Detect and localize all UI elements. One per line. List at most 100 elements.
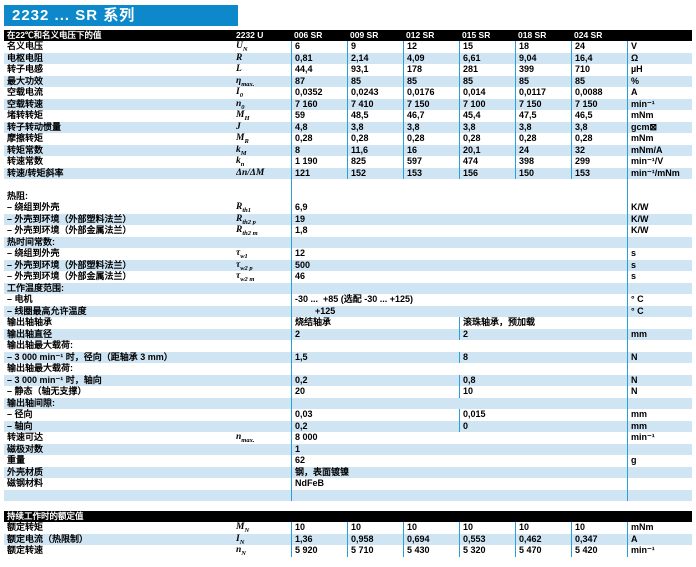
row-symbol: [236, 340, 291, 352]
column-header-015sr: 015 SR: [462, 30, 491, 40]
column-header-018sr: 018 SR: [518, 30, 547, 40]
row-symbol: L: [236, 64, 291, 76]
value-cell: 烧结轴承: [291, 317, 459, 329]
row-unit: s: [627, 248, 692, 260]
value-cell: 11,6: [347, 144, 403, 156]
row-unit: K/W: [627, 202, 692, 214]
table-row: 电枢电阻 R 0,81 2,14 4,09 6,61 9,04 16,4 Ω: [4, 52, 692, 64]
row-unit: [627, 236, 692, 248]
column-header-006sr: 006 SR: [294, 30, 323, 40]
value-cell: 8: [291, 144, 347, 156]
row-label: 输出轴轴承: [7, 317, 53, 327]
row-unit: %: [627, 75, 692, 87]
table-row: – 外壳到环境（外部塑料法兰） Rth2 p 19 K/W: [4, 213, 692, 225]
row-symbol: τw1: [236, 248, 291, 260]
symbol-main: I: [236, 87, 240, 97]
row-unit: gcm⊠: [627, 121, 692, 133]
value-cell: 钢，表面镀镍: [291, 466, 627, 478]
rated-table: 额定转矩 MN 10 10 10 10 10 10 mNm 额定电流（热限制） IN 1,36 0,95…: [4, 522, 692, 557]
value-cell: 4,09: [403, 52, 459, 64]
row-unit: µH: [627, 64, 692, 76]
value-cell: 5 320: [459, 545, 515, 557]
row-label: 热时间常数:: [7, 236, 55, 247]
value-cell: 20: [291, 386, 459, 398]
table-row: 摩擦转矩 MR 0,28 0,28 0,28 0,28 0,28 0,28 mNm: [4, 133, 692, 145]
symbol-main: U: [236, 41, 243, 51]
value-cell: 87: [291, 75, 347, 87]
value-cell: 8: [459, 351, 627, 363]
row-symbol: Rth1: [236, 202, 291, 214]
value-cell: 178: [403, 64, 459, 76]
value-cell: 0,28: [291, 133, 347, 145]
row-unit: [627, 478, 692, 490]
table-row: – 静态（轴无支撑） 20 10 N: [4, 386, 692, 398]
value-cell: 59: [291, 110, 347, 122]
row-label: 转速/转矩斜率: [7, 167, 64, 178]
symbol-main: Δn/ΔM: [236, 167, 265, 178]
value-cell: 85: [571, 75, 627, 87]
table-row: – 线圈最高允许温度 +125 ° C: [4, 305, 692, 317]
row-unit: V: [627, 41, 692, 53]
value-cell: 0,0176: [403, 87, 459, 99]
value-cell: 0,03: [291, 409, 459, 421]
value-cell: 20,1: [459, 144, 515, 156]
table-row: 磁极对数 1: [4, 443, 692, 455]
value-cell: 1: [291, 443, 627, 455]
value-cell: 7 100: [459, 98, 515, 110]
symbol-main: R: [236, 202, 243, 212]
row-symbol: nN: [236, 545, 291, 557]
value-cell: [291, 489, 627, 501]
table-row: [4, 179, 692, 191]
table-row: 热时间常数:: [4, 236, 692, 249]
row-symbol: MR: [236, 133, 291, 145]
value-cell: 19: [291, 213, 627, 225]
value-cell: 4,8: [291, 121, 347, 133]
value-cell: 0,014: [459, 87, 515, 99]
symbol-main: n: [236, 545, 242, 555]
row-unit: min⁻¹: [627, 432, 692, 444]
value-cell: 0: [459, 420, 627, 432]
table-row: 转速可达 nmax. 8 000 min⁻¹: [4, 432, 692, 444]
row-symbol: [236, 467, 291, 479]
table-row: 输出轴最大载荷:: [4, 363, 692, 375]
value-cell: 16: [403, 144, 459, 156]
symbol-subscript: R: [244, 137, 249, 145]
value-cell: 0,694: [403, 533, 459, 545]
row-label: – 绕组到外壳: [7, 202, 60, 212]
table-row: 转速常数 kn 1 190 825 597 474 398 299 min⁻¹/V: [4, 156, 692, 168]
table-row: – 外壳到环境（外部金属法兰） Rth2 m 1,8 K/W: [4, 225, 692, 237]
table-row: – 3 000 min⁻¹ 时，径向（距轴承 3 mm） 1,5 8 N: [4, 351, 692, 363]
value-cell: 10: [403, 522, 459, 534]
row-unit: [627, 179, 692, 191]
value-cell: 93,1: [347, 64, 403, 76]
value-cell: 46,5: [571, 110, 627, 122]
value-cell: 6: [291, 41, 347, 53]
conditions-label: 在22℃和名义电压下的值: [7, 30, 102, 40]
value-cell: 597: [403, 156, 459, 168]
row-unit: [627, 466, 692, 478]
symbol-subscript: n: [240, 160, 245, 168]
row-unit: mm: [627, 409, 692, 421]
row-label: [4, 179, 236, 191]
symbol-main: k: [236, 156, 241, 166]
row-label: 堵转转矩: [7, 110, 44, 120]
row-symbol: [236, 179, 291, 191]
value-cell: 16,4: [571, 52, 627, 64]
symbol-subscript: 0: [239, 91, 243, 99]
row-label: 名义电压: [7, 41, 44, 51]
row-unit: K/W: [627, 213, 692, 225]
symbol-subscript: max.: [241, 80, 255, 87]
row-unit: min⁻¹: [627, 545, 692, 557]
table-row: 输出轴轴承 烧结轴承 滚珠轴承，预加载: [4, 317, 692, 329]
row-unit: min⁻¹/V: [627, 156, 692, 168]
value-cell: 7 150: [403, 98, 459, 110]
value-cell: 398: [515, 156, 571, 168]
symbol-main: τ: [236, 248, 241, 258]
row-symbol: MN: [236, 522, 291, 534]
row-symbol: kn: [236, 156, 291, 168]
value-cell: 7 410: [347, 98, 403, 110]
value-cell: 12: [403, 41, 459, 53]
row-symbol: [236, 237, 291, 249]
symbol-main: L: [236, 64, 242, 74]
row-symbol: [236, 398, 291, 410]
